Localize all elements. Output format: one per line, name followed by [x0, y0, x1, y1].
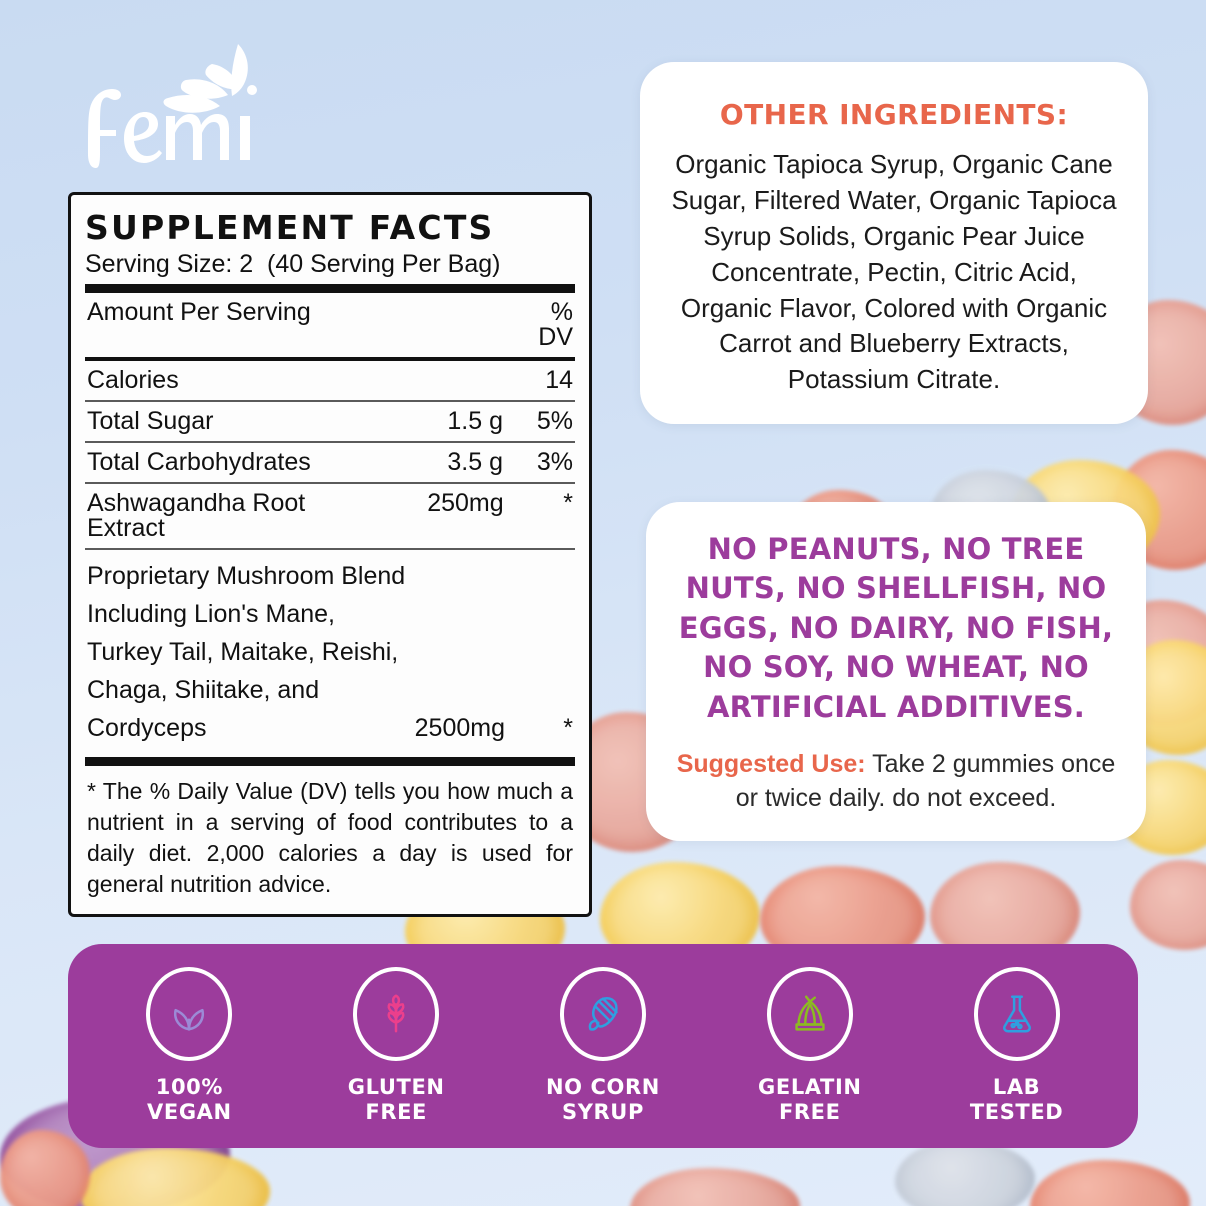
serving-size-text: Serving Size: 2 (40 Serving Per Bag)	[85, 249, 501, 278]
supplement-facts-panel: SUPPLEMENT FACTS Serving Size: 2 (40 Ser…	[68, 192, 592, 917]
other-ingredients-heading: OTHER INGREDIENTS:	[719, 98, 1069, 131]
table-row: Ashwagandha Root Extract 250mg *	[85, 484, 575, 548]
blend-line: Proprietary Mushroom Blend	[87, 562, 406, 591]
divider-thin	[85, 482, 575, 485]
jelly-mold-icon	[795, 995, 825, 1031]
badge-lab-tested: LAB TESTED	[922, 967, 1112, 1125]
divider-medium	[85, 357, 575, 362]
nutrient-name: Total Carbohydrates	[87, 448, 311, 477]
blend-amount: 2500mg	[414, 714, 505, 743]
suggested-use-text: Suggested Use: Take 2 gummies once or tw…	[668, 747, 1124, 815]
allergen-free-card: NO PEANUTS, NO TREE NUTS, NO SHELLFISH, …	[646, 502, 1146, 842]
divider-thin	[85, 400, 575, 403]
nutrient-dv: *	[563, 489, 573, 518]
leaf-swoosh-icon	[163, 44, 257, 113]
proprietary-blend-row: Proprietary Mushroom Blend Including Lio…	[85, 550, 575, 753]
divider-thin	[85, 441, 575, 444]
nutrient-name: Ashwagandha Root Extract	[87, 489, 306, 543]
badge-gluten-free: GLUTEN FREE	[301, 967, 491, 1125]
blend-dv: *	[563, 714, 573, 743]
flask-icon	[1002, 995, 1031, 1033]
badge-label: 100% VEGAN	[147, 1075, 232, 1124]
other-ingredients-card: OTHER INGREDIENTS: Organic Tapioca Syrup…	[640, 62, 1148, 425]
daily-value-footnote: * The % Daily Value (DV) tells you how m…	[87, 778, 573, 897]
blend-line: Including Lion's Mane,	[87, 600, 335, 629]
brand-logo	[62, 28, 322, 168]
background-gummy	[630, 1168, 800, 1206]
other-ingredients-body: Organic Tapioca Syrup, Organic Cane Suga…	[671, 149, 1117, 395]
certification-badge-bar: 100% VEGAN GLUTEN FREE	[68, 944, 1138, 1148]
badge-ring	[146, 967, 233, 1062]
badge-ring	[766, 967, 853, 1062]
nutrient-dv: 5%	[536, 407, 573, 436]
table-row: Total Carbohydrates 3.5 g 3%	[85, 443, 575, 482]
badge-ring	[353, 967, 440, 1062]
table-row: Total Sugar 1.5 g 5%	[85, 402, 575, 441]
background-gummy	[895, 1140, 1035, 1206]
nutrient-name: Total Sugar	[87, 407, 214, 436]
background-gummy	[0, 1130, 90, 1206]
divider-heavy	[85, 284, 575, 294]
nutrient-amount: 3.5 g	[447, 448, 503, 477]
nutrient-dv: 3%	[536, 448, 573, 477]
divider-thin	[85, 548, 575, 551]
corn-icon	[588, 997, 618, 1031]
badge-ring	[973, 967, 1060, 1062]
background-gummy	[1030, 1160, 1190, 1206]
wheat-icon	[387, 994, 405, 1033]
nutrient-name: Calories	[87, 366, 179, 395]
blend-line: Turkey Tail, Maitake, Reishi,	[87, 638, 399, 667]
dv-header: % DV	[538, 298, 573, 352]
nutrient-amount: 1.5 g	[447, 407, 503, 436]
badge-label: GELATIN FREE	[758, 1075, 862, 1124]
suggested-use-label: Suggested Use:	[676, 750, 866, 779]
leaf-icon	[174, 1009, 205, 1031]
background-gummy	[1130, 860, 1206, 950]
allergen-free-text: NO PEANUTS, NO TREE NUTS, NO SHELLFISH, …	[678, 532, 1114, 724]
badge-ring	[559, 967, 646, 1062]
blend-line: Chaga, Shiitake, and	[87, 676, 320, 705]
blend-line: Cordyceps	[87, 714, 207, 743]
badge-label: LAB TESTED	[969, 1075, 1064, 1124]
brand-wordmark	[88, 89, 250, 168]
badge-vegan: 100% VEGAN	[94, 967, 284, 1125]
divider-heavy	[85, 757, 575, 767]
badge-no-corn-syrup: NO CORN SYRUP	[508, 967, 698, 1125]
nutrient-amount: 250mg	[427, 489, 504, 518]
badge-gelatin-free: GELATIN FREE	[715, 967, 905, 1125]
badge-label: GLUTEN FREE	[347, 1075, 445, 1124]
amount-per-serving-header: Amount Per Serving	[87, 298, 311, 327]
table-header-row: Amount Per Serving % DV	[85, 293, 575, 357]
supplement-facts-title: SUPPLEMENT FACTS	[85, 208, 495, 247]
suggested-use-body: Take 2 gummies once or twice daily. do n…	[735, 750, 1116, 813]
badge-label: NO CORN SYRUP	[546, 1075, 660, 1124]
nutrient-dv: 14	[545, 366, 573, 395]
table-row: Calories 14	[85, 361, 575, 400]
